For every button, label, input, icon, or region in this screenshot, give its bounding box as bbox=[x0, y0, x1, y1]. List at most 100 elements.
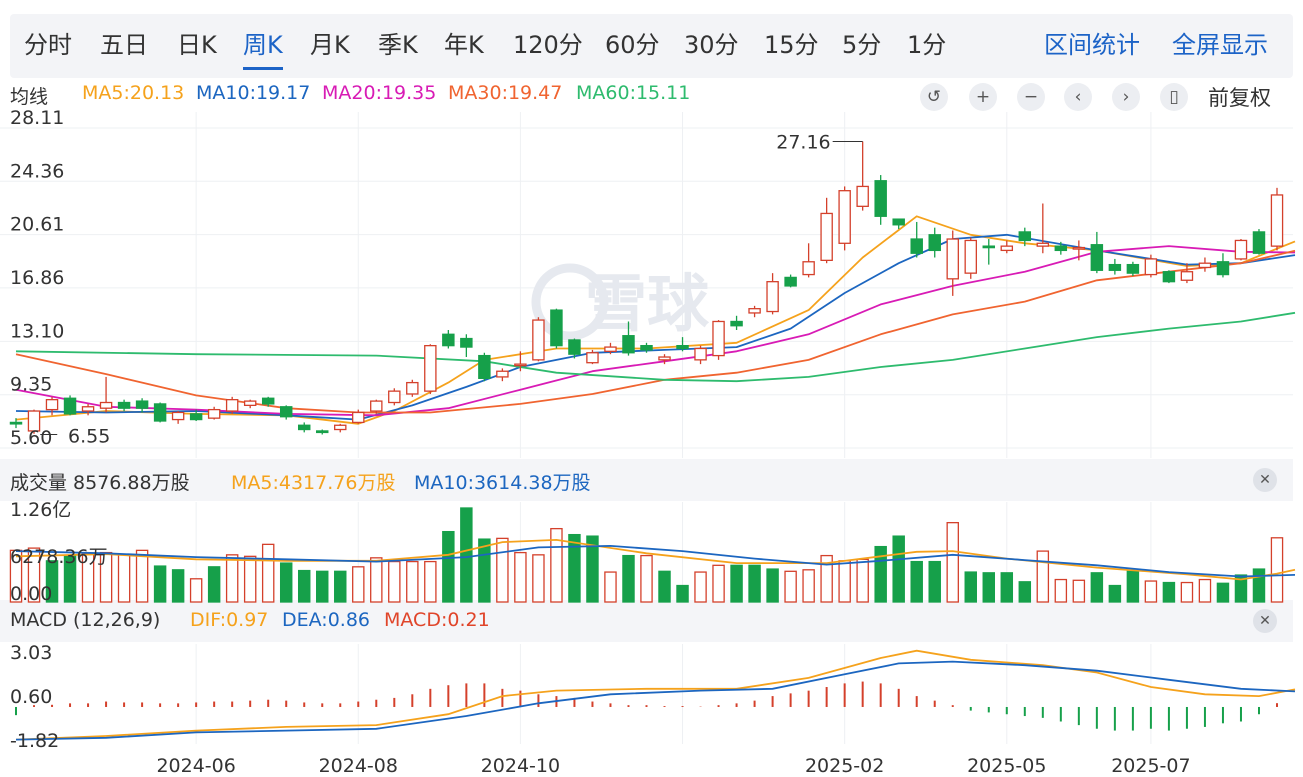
volume-bar bbox=[1162, 581, 1176, 603]
dea-line bbox=[15, 660, 1296, 741]
tab-60min[interactable]: 60分 bbox=[605, 31, 660, 59]
candle-body bbox=[1108, 263, 1122, 271]
chevron-right-icon[interactable]: › bbox=[1112, 83, 1140, 111]
x-tick-label: 2024-06 bbox=[156, 755, 235, 777]
axis-labels: 28.11 24.36 20.61 16.86 13.10 9.35 5.60 1.26亿 62… bbox=[10, 107, 1191, 777]
candle-body bbox=[910, 238, 923, 254]
candle-body bbox=[1252, 231, 1266, 254]
candle-body bbox=[874, 180, 887, 217]
macd-panel-header: MACD (12,26,9) DIF:0.97 DEA:0.86 MACD:0.… bbox=[0, 600, 1293, 642]
volume-bar bbox=[622, 554, 635, 603]
price-tick-label: 24.36 bbox=[10, 160, 64, 182]
candle-body bbox=[9, 421, 23, 425]
tab-5min[interactable]: 5分 bbox=[842, 31, 882, 59]
chevron-left-icon[interactable]: ‹ bbox=[1064, 83, 1092, 111]
volume-legend: 成交量 8576.88万股 bbox=[10, 472, 190, 494]
candle-body bbox=[424, 344, 437, 392]
candle-body bbox=[153, 403, 167, 422]
tab-daily-k[interactable]: 日K bbox=[177, 31, 217, 59]
volume-bar bbox=[388, 560, 401, 603]
candle-body bbox=[370, 400, 383, 412]
tab-monthly-k[interactable]: 月K bbox=[310, 31, 350, 59]
volume-bar bbox=[261, 543, 275, 603]
zoom-out-icon[interactable]: − bbox=[1017, 83, 1045, 111]
volume-bar bbox=[910, 560, 923, 603]
tab-30min[interactable]: 30分 bbox=[684, 31, 739, 59]
candle-body bbox=[45, 399, 59, 411]
ma30-legend: MA30:19.47 bbox=[448, 82, 563, 104]
candle-body bbox=[261, 397, 275, 405]
tab-5day[interactable]: 五日 bbox=[100, 31, 148, 59]
volume-bar bbox=[45, 560, 59, 603]
price-tick-label: 16.86 bbox=[10, 267, 64, 289]
ma5-legend: MA5:20.13 bbox=[82, 82, 185, 104]
price-tick-label: 13.10 bbox=[10, 320, 64, 342]
macd-tick-label: -1.82 bbox=[10, 730, 59, 752]
candle-body bbox=[1000, 245, 1014, 252]
tab-year-k[interactable]: 年K bbox=[444, 31, 484, 59]
candle-body bbox=[1090, 244, 1104, 271]
volume-bar bbox=[820, 554, 833, 603]
x-tick-label: 2024-08 bbox=[319, 755, 398, 777]
close-icon[interactable]: ✕ bbox=[1253, 609, 1277, 633]
macd-tick-label: 0.60 bbox=[10, 686, 52, 708]
adjust-selector[interactable]: 前复权 bbox=[1208, 86, 1271, 110]
candle-body bbox=[1144, 258, 1158, 276]
candle-icon[interactable]: ▯ bbox=[1160, 83, 1188, 111]
candle-body bbox=[135, 400, 149, 409]
fullscreen-link[interactable]: 全屏显示 bbox=[1172, 31, 1268, 59]
volume-bar bbox=[766, 568, 779, 603]
price-tick-label: 9.35 bbox=[10, 374, 52, 396]
candle-body bbox=[442, 333, 455, 347]
candle-body bbox=[820, 212, 833, 262]
tab-quarter-k[interactable]: 季K bbox=[378, 31, 418, 59]
volume-bar bbox=[568, 533, 581, 603]
volume-bar bbox=[316, 570, 329, 603]
x-tick-label: 2025-07 bbox=[1111, 755, 1190, 777]
volume-bar bbox=[1000, 572, 1014, 603]
volume-bar bbox=[406, 560, 419, 603]
candle-body bbox=[1234, 239, 1248, 260]
range-stats-link[interactable]: 区间统计 bbox=[1044, 31, 1140, 59]
tab-120min[interactable]: 120分 bbox=[513, 31, 583, 59]
volume-bar bbox=[334, 570, 347, 603]
candle-body bbox=[1036, 242, 1050, 247]
candle-body bbox=[856, 185, 869, 207]
candle-body bbox=[352, 411, 365, 424]
zoom-in-icon[interactable]: + bbox=[969, 83, 997, 111]
ma-line-ma30 bbox=[15, 249, 1296, 414]
candle-body bbox=[207, 408, 221, 419]
candle-body bbox=[946, 238, 959, 280]
volume-bar bbox=[874, 545, 887, 603]
volume-bar bbox=[297, 569, 311, 603]
tab-minute[interactable]: 分时 bbox=[24, 31, 72, 59]
tab-weekly-k[interactable]: 周K bbox=[243, 14, 283, 78]
price-tick-label: 5.60 bbox=[10, 427, 52, 449]
volume-bar bbox=[532, 554, 545, 603]
close-icon[interactable]: ✕ bbox=[1253, 468, 1277, 492]
volume-bar bbox=[550, 527, 563, 603]
volume-bar bbox=[279, 562, 293, 603]
volume-bar bbox=[478, 538, 491, 603]
candle-body bbox=[279, 406, 293, 418]
candle-body bbox=[892, 218, 905, 226]
volume-bar bbox=[442, 530, 455, 603]
candle-body bbox=[694, 347, 707, 361]
volume-bar bbox=[748, 564, 761, 603]
volume-bar bbox=[424, 560, 437, 603]
candle-body bbox=[63, 397, 77, 415]
volume-ma5-legend: MA5:4317.76万股 bbox=[231, 472, 396, 494]
undo-icon[interactable]: ↺ bbox=[920, 83, 948, 111]
dif-legend: DIF:0.97 bbox=[190, 609, 269, 631]
candle-body bbox=[1198, 262, 1212, 269]
tab-15min[interactable]: 15分 bbox=[764, 31, 819, 59]
volume-bar bbox=[1216, 582, 1230, 603]
candle-body bbox=[784, 276, 797, 287]
volume-bar bbox=[1198, 578, 1212, 603]
volume-bar bbox=[243, 555, 257, 603]
tab-1min[interactable]: 1分 bbox=[907, 31, 947, 59]
candle-body bbox=[81, 406, 95, 412]
candles bbox=[9, 141, 1284, 435]
volume-bar bbox=[514, 551, 527, 603]
